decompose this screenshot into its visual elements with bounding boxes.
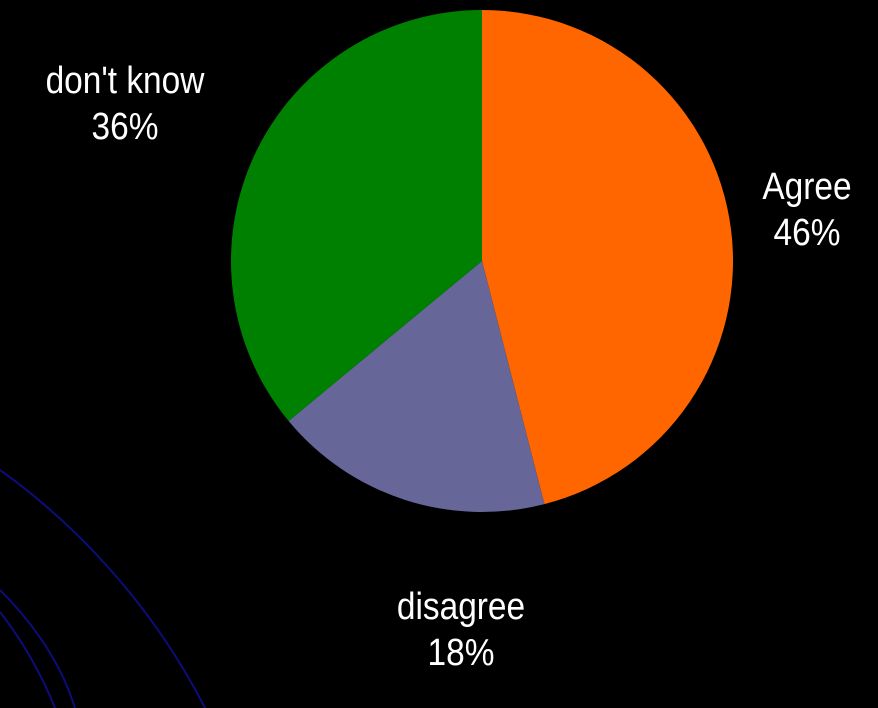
slice-label-text: disagree <box>396 586 526 628</box>
slice-label-agree: Agree 46% <box>732 164 878 256</box>
swoosh-line <box>0 469 206 708</box>
slice-label-disagree: disagree 18% <box>351 584 571 676</box>
slice-label-dont-know: don't know 36% <box>15 58 235 150</box>
pie-slice-dontknow <box>230 10 482 421</box>
slice-label-text: don't know <box>45 60 205 102</box>
slice-label-text: Agree <box>762 166 852 208</box>
swoosh-line <box>0 611 56 708</box>
slice-value-text: 36% <box>91 106 159 148</box>
pie-slice-agree <box>482 10 733 505</box>
swoosh-line <box>0 589 76 708</box>
pie-slice-disagree <box>288 261 545 513</box>
slice-value-text: 46% <box>773 212 841 254</box>
slice-value-text: 18% <box>427 632 495 674</box>
